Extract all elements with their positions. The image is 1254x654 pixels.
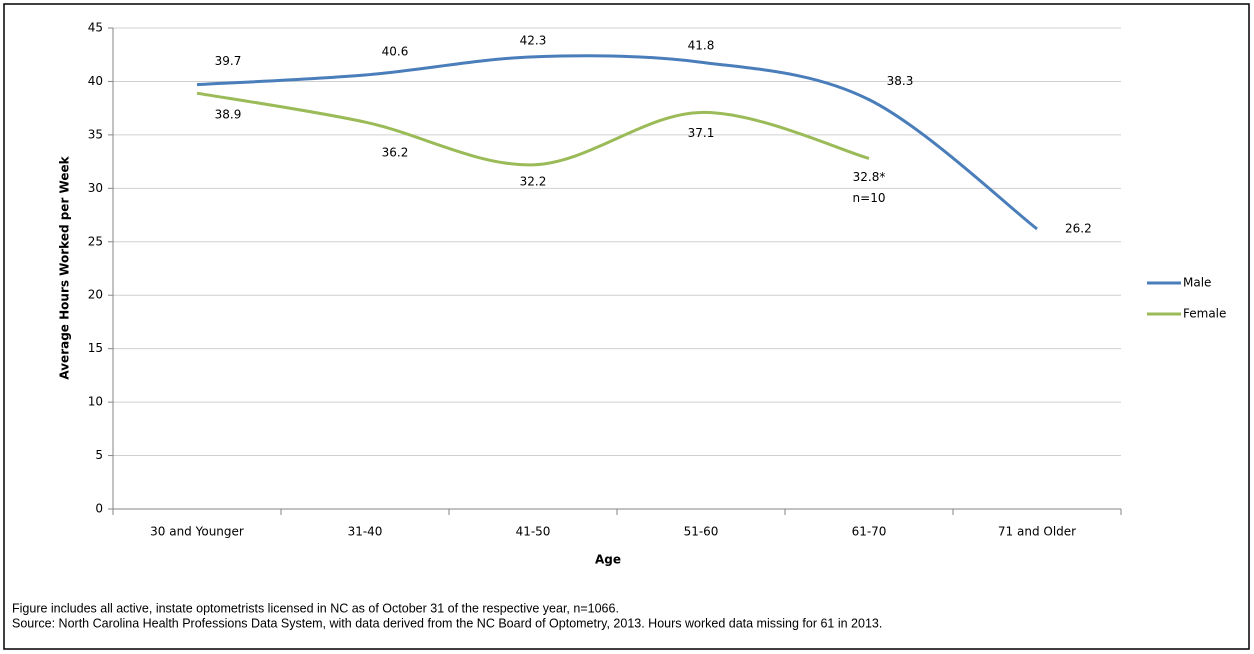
footnote: Figure includes all active, instate opto… — [12, 601, 619, 615]
y-tick-label: 45 — [88, 21, 103, 35]
y-tick-label: 40 — [88, 74, 103, 88]
legend-label: Female — [1183, 307, 1226, 321]
line-series — [196, 54, 1038, 231]
frame — [3, 3, 1250, 650]
y-tick-label: 35 — [88, 127, 103, 141]
data-label: 40.6 — [382, 45, 409, 59]
y-tick-label: 25 — [88, 234, 103, 248]
data-label: 41.8 — [688, 39, 715, 53]
legend-label: Male — [1183, 276, 1211, 290]
y-tick-label: 20 — [88, 288, 103, 302]
data-label: 26.2 — [1065, 221, 1092, 235]
data-label: 38.9 — [215, 108, 242, 122]
data-label: 36.2 — [382, 146, 409, 160]
data-label: 32.2 — [520, 174, 547, 188]
x-axis-title: Age — [595, 553, 621, 567]
data-label: 32.8* — [853, 170, 886, 184]
annotation: n=10 — [853, 191, 886, 205]
y-tick-label: 10 — [88, 395, 103, 409]
data-label: 39.7 — [215, 54, 242, 68]
data-label: 42.3 — [520, 33, 547, 47]
x-tick-label: 51-60 — [684, 525, 719, 539]
y-tick-label: 15 — [88, 341, 103, 355]
data-label: 38.3 — [887, 74, 914, 88]
x-tick-label: 71 and Older — [998, 525, 1076, 539]
y-tick-label: 30 — [88, 181, 103, 195]
x-tick-label: 61-70 — [852, 525, 887, 539]
data-label: 37.1 — [688, 126, 715, 140]
x-tick-label: 31-40 — [348, 525, 383, 539]
y-tick-label: 5 — [95, 448, 103, 462]
line-series — [196, 91, 870, 167]
y-axis-title: Average Hours Worked per Week — [58, 155, 72, 379]
x-tick-label: 30 and Younger — [150, 525, 244, 539]
y-tick-label: 0 — [95, 502, 103, 516]
footnote: Source: North Carolina Health Profession… — [12, 616, 882, 630]
x-tick-label: 41-50 — [516, 525, 551, 539]
